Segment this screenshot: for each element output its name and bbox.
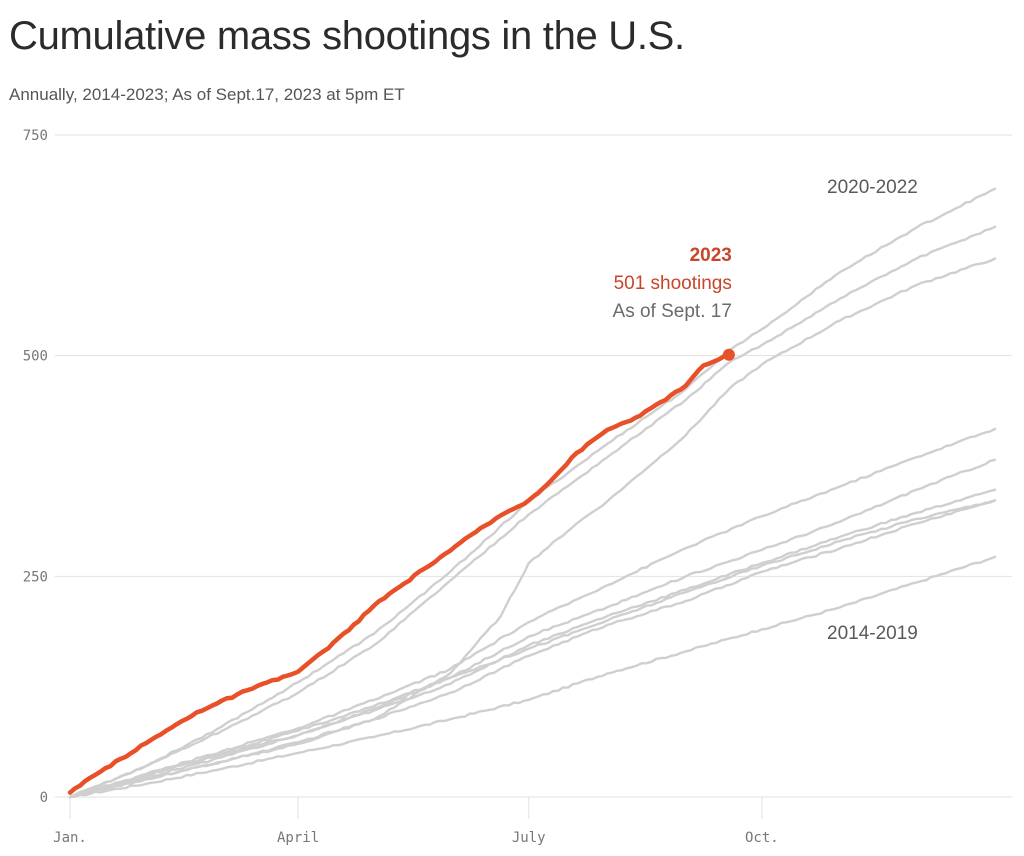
x-tick-label: July bbox=[512, 830, 546, 846]
chart-subtitle: Annually, 2014-2023; As of Sept.17, 2023… bbox=[9, 85, 405, 104]
highlight-series-group bbox=[67, 348, 735, 795]
chart-title: Cumulative mass shootings in the U.S. bbox=[9, 14, 685, 58]
group-label-2020-2022: 2020-2022 bbox=[827, 177, 918, 198]
y-tick-label: 750 bbox=[23, 128, 48, 144]
series-line-2018 bbox=[68, 499, 997, 799]
x-tick-label: Jan. bbox=[53, 830, 87, 846]
x-tick-label: April bbox=[277, 830, 319, 846]
series-line-2023 bbox=[67, 352, 732, 795]
y-tick-label: 0 bbox=[40, 790, 48, 806]
y-axis-tick-labels: 0 250 500 750 bbox=[23, 128, 48, 806]
x-axis: Jan. April July Oct. bbox=[53, 797, 779, 846]
series-line-2015 bbox=[68, 499, 997, 799]
series-line-2017 bbox=[68, 488, 997, 799]
annotations: 2023 501 shootings As of Sept. 17 2020-2… bbox=[613, 177, 918, 644]
series-line-2022 bbox=[68, 225, 997, 799]
highlight-value-label: 501 shootings bbox=[614, 273, 732, 294]
series-line-2020 bbox=[68, 257, 997, 799]
series-line-2019 bbox=[68, 427, 997, 799]
highlight-year-label: 2023 bbox=[690, 245, 732, 266]
x-tick-label: Oct. bbox=[745, 830, 779, 846]
y-gridlines bbox=[55, 134, 1012, 798]
y-tick-label: 500 bbox=[23, 349, 48, 365]
highlight-date-label: As of Sept. 17 bbox=[613, 301, 732, 322]
series-line-2016 bbox=[68, 458, 997, 799]
endpoint-marker-2023 bbox=[722, 348, 735, 361]
y-tick-label: 250 bbox=[23, 569, 48, 585]
group-label-2014-2019: 2014-2019 bbox=[827, 623, 918, 644]
series-line-2014 bbox=[68, 555, 997, 799]
